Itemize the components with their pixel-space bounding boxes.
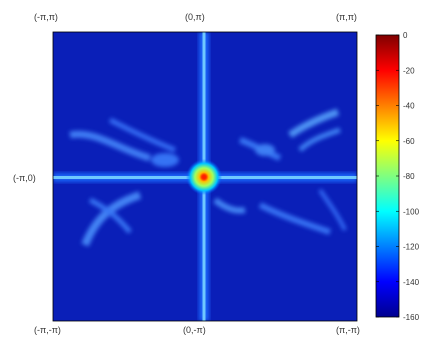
colorbar-tick-label: -20 [403,66,415,75]
plot-frame [52,31,358,322]
colorbar-tick-label: -160 [403,313,420,322]
blob-left [151,153,179,167]
label-bottom-center: (0,-π) [183,325,206,335]
label-top-right: (π,π) [336,12,357,22]
label-bottom-left: (-π,-π) [34,325,61,335]
colorbar [375,34,400,318]
streak-lower-left-2 [88,197,132,234]
heatmap-features [53,32,357,321]
streak-far-right [318,188,347,231]
streak-lower-mid [213,197,246,214]
colorbar-ticks: 0 -20 -40 -60 -80 -100 -120 -140 -160 [376,31,420,322]
label-bottom-right: (π,-π) [336,325,360,335]
streak-upper-left [69,130,151,162]
label-top-center: (0,π) [185,12,205,22]
streak-lower-left [81,191,142,247]
blob-right [255,144,275,156]
peak-center [201,174,207,180]
streak-upper-right-2 [298,127,341,152]
streak-upper-left-2 [108,117,176,153]
colorbar-tick-label: -80 [403,172,415,181]
label-top-left: (-π,π) [34,12,58,22]
colorbar-tick-label: 0 [403,31,408,40]
colorbar-tick-label: -60 [403,137,415,146]
colorbar-tick-label: -120 [403,243,420,252]
colorbar-tick-label: -140 [403,278,420,287]
streak-lower-right [258,202,331,235]
colorbar-tick-label: -100 [403,207,420,216]
colorbar-tick-label: -40 [403,102,415,111]
streak-upper-right [288,108,340,138]
label-middle-left: (-π,0) [13,173,36,183]
